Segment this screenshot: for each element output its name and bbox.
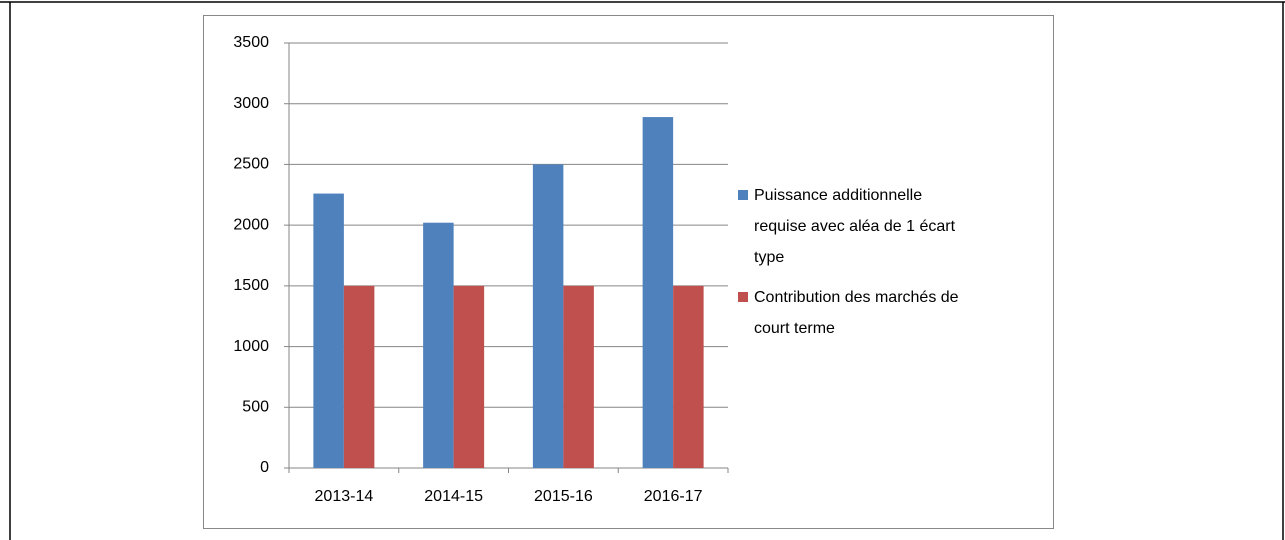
y-tick-label: 3000	[233, 95, 269, 112]
bar	[532, 164, 564, 468]
y-tick-label: 3500	[233, 34, 269, 51]
legend-item: Puissance additionnelle requise avec alé…	[738, 180, 998, 273]
legend-swatch	[738, 190, 748, 200]
x-tick-label: 2014-15	[424, 488, 483, 505]
bar	[423, 222, 454, 468]
bar	[563, 285, 594, 468]
y-tick-label: 2500	[233, 156, 269, 173]
legend-item: Contribution des marchés de court terme	[738, 282, 998, 344]
chart-frame	[203, 15, 1054, 529]
bar	[343, 285, 375, 468]
bar	[453, 285, 485, 468]
bar	[673, 285, 704, 468]
x-tick-label: 2016-17	[644, 488, 703, 505]
y-tick-label: 1000	[233, 338, 269, 355]
y-tick-label: 500	[242, 399, 269, 416]
bar	[642, 117, 674, 469]
y-tick-label: 0	[260, 459, 269, 476]
legend-label: Contribution des marchés de court terme	[754, 289, 959, 337]
legend-label: Puissance additionnelle requise avec alé…	[754, 187, 956, 266]
legend-swatch	[738, 292, 748, 302]
legend: Puissance additionnelle requise avec alé…	[738, 180, 998, 353]
y-tick-label: 2000	[233, 216, 269, 233]
bar	[313, 193, 344, 469]
x-tick-label: 2015-16	[534, 488, 593, 505]
x-tick-label: 2013-14	[315, 488, 374, 505]
y-tick-label: 1500	[233, 277, 269, 294]
